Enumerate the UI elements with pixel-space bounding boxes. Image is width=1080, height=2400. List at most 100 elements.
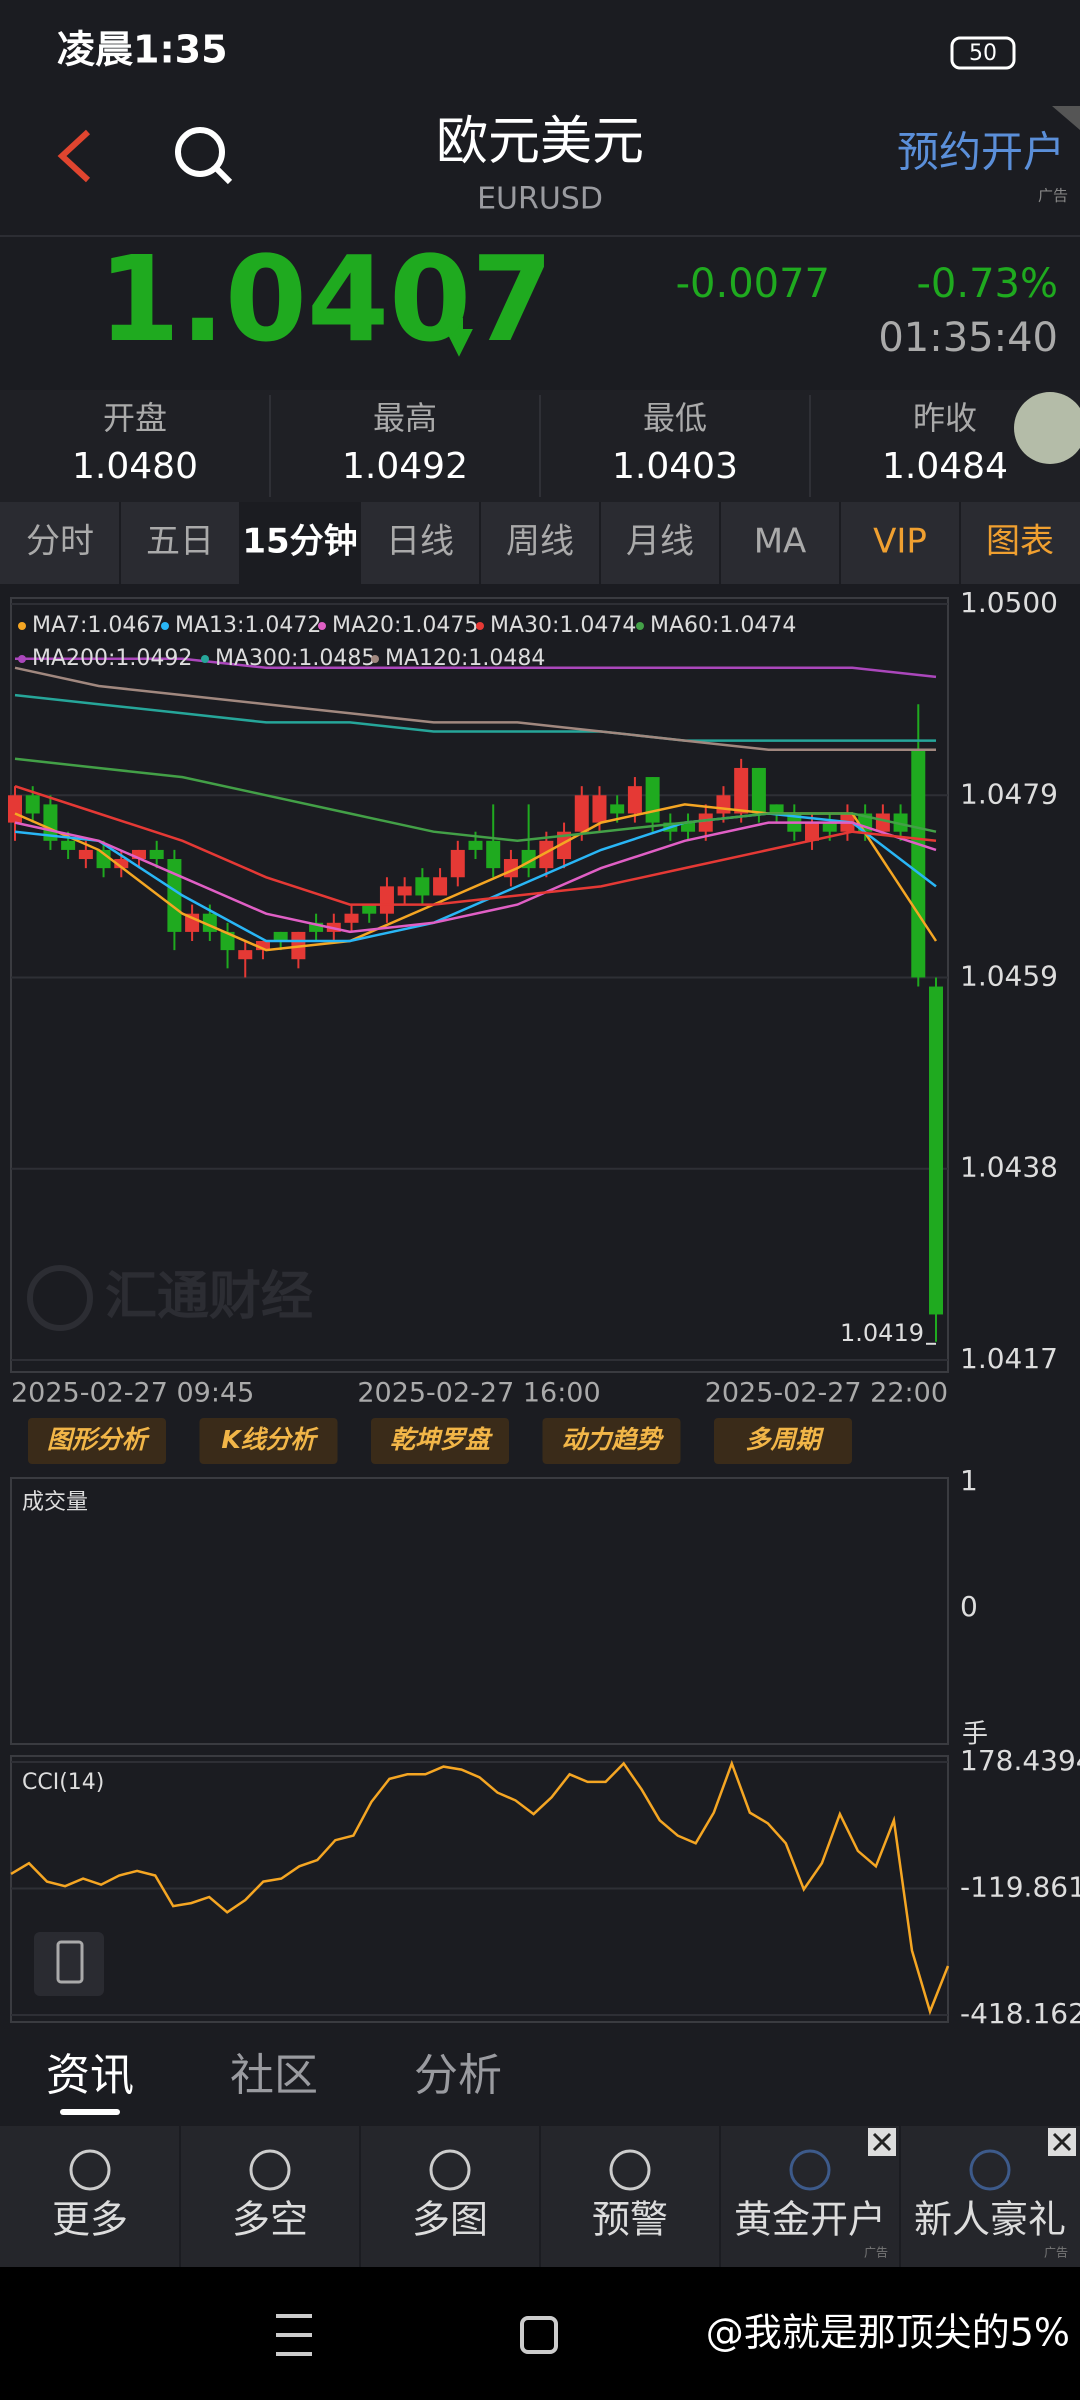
tool-label: 动力趋势 xyxy=(561,1425,664,1454)
content-tab[interactable]: 社区 xyxy=(230,2050,318,2101)
tool-label: 图形分析 xyxy=(47,1425,151,1454)
tool-button[interactable] xyxy=(714,1418,852,1464)
nav-label[interactable]: 多图 xyxy=(412,2198,488,2242)
nav-label[interactable]: 预警 xyxy=(592,2198,668,2242)
tool-label: K线分析 xyxy=(221,1425,319,1454)
period-tab[interactable]: 分时 xyxy=(26,522,94,562)
candle-body xyxy=(486,840,501,869)
stat-value: 1.0484 xyxy=(882,446,1008,487)
candle-body xyxy=(734,767,749,814)
ad-label: 广告 xyxy=(864,2246,888,2260)
nav-label[interactable]: 更多 xyxy=(52,2198,128,2242)
legend-dot xyxy=(636,622,644,630)
candle-body xyxy=(362,904,377,914)
menu-key[interactable] xyxy=(276,2314,312,2356)
ma-line xyxy=(15,657,937,679)
candle-body xyxy=(25,795,40,814)
ma-line xyxy=(14,666,936,751)
period-tab[interactable]: 日线 xyxy=(386,522,454,562)
nav-icon xyxy=(249,2149,291,2191)
legend-label: MA200:1.0492 xyxy=(32,646,192,671)
ad-close-x xyxy=(1052,2132,1072,2152)
volume-unit: 手 xyxy=(962,1720,988,1750)
candle-body xyxy=(539,840,554,869)
tool-label: 乾坤罗盘 xyxy=(390,1425,493,1454)
float-ball[interactable] xyxy=(1014,392,1080,464)
kline-frame xyxy=(10,597,949,1373)
content-tab[interactable]: 分析 xyxy=(414,2050,502,2101)
period-tab[interactable]: 图表 xyxy=(986,522,1054,562)
page-watermark: @我就是那顶尖的5% xyxy=(706,2311,1070,2355)
candle-body xyxy=(149,849,164,860)
tool-button[interactable] xyxy=(542,1418,681,1464)
candle-body xyxy=(893,813,908,832)
nav-icon xyxy=(609,2149,651,2191)
candle-body xyxy=(61,840,76,850)
content-tab[interactable]: 资讯 xyxy=(46,2050,134,2101)
open-account[interactable]: 预约开户 xyxy=(897,128,1065,177)
toggle-icon xyxy=(56,1940,84,1984)
ma-line xyxy=(14,785,937,906)
tool-button[interactable] xyxy=(28,1418,166,1464)
legend-dot xyxy=(476,622,484,630)
tool-button[interactable] xyxy=(371,1418,509,1464)
candle-body xyxy=(769,804,784,814)
period-tab[interactable]: MA xyxy=(754,522,807,562)
y-tick-label: 1 xyxy=(960,1464,978,1497)
nav-label[interactable]: 多空 xyxy=(232,2198,308,2242)
stat-value: 1.0480 xyxy=(72,446,198,487)
quote-time: 01:35:40 xyxy=(878,315,1058,361)
watermark: 汇通财经 xyxy=(105,1267,313,1327)
stat-label: 昨收 xyxy=(913,399,977,437)
legend-dot xyxy=(201,655,209,663)
nav-icon xyxy=(969,2149,1011,2191)
home-key[interactable] xyxy=(520,2316,558,2354)
period-tab[interactable]: 周线 xyxy=(506,522,574,562)
tool-button[interactable] xyxy=(199,1418,338,1464)
period-tab[interactable]: 五日 xyxy=(146,522,214,562)
page-title: 欧元美元 xyxy=(436,112,644,172)
ad-close[interactable] xyxy=(1052,106,1080,130)
candle-body xyxy=(131,849,146,860)
volume-frame xyxy=(10,1477,949,1745)
candle-body xyxy=(681,822,696,832)
candle-body xyxy=(78,849,93,860)
panel-title: 成交量 xyxy=(22,1490,88,1515)
period-tab[interactable]: 15分钟 xyxy=(242,522,357,562)
back-button[interactable] xyxy=(57,129,91,183)
ad-close-x xyxy=(872,2132,892,2152)
candle-body xyxy=(929,986,943,1315)
nav-label[interactable]: 黄金开户 xyxy=(734,2198,886,2242)
y-tick-label: 1.0500 xyxy=(960,586,1058,619)
period-tab[interactable]: 月线 xyxy=(626,522,694,562)
legend-dot xyxy=(318,622,326,630)
down-arrow xyxy=(445,318,473,357)
cci-line xyxy=(10,1759,950,2016)
tool-label: 多周期 xyxy=(745,1425,824,1454)
search-button[interactable] xyxy=(175,127,225,177)
candle-body xyxy=(911,749,926,978)
nav-label[interactable]: 新人豪礼 xyxy=(914,2198,1066,2242)
candle-body xyxy=(805,822,820,841)
nav-icon xyxy=(429,2149,471,2191)
y-tick-label: -119.8616 xyxy=(960,1871,1080,1904)
candle-body xyxy=(610,804,625,814)
candle-body xyxy=(751,767,766,814)
tab-underline xyxy=(60,2109,120,2115)
ma-line xyxy=(14,693,936,742)
ma-line xyxy=(14,821,937,934)
candle-body xyxy=(379,886,394,914)
legend-dot xyxy=(18,622,26,630)
battery-level: 50 xyxy=(969,41,997,66)
stat-value: 1.0492 xyxy=(342,446,468,487)
candle-body xyxy=(220,931,235,951)
ma-line xyxy=(14,757,937,843)
nav-icon xyxy=(69,2149,111,2191)
period-tab[interactable]: VIP xyxy=(873,522,927,562)
candle-body xyxy=(645,777,660,823)
tab-active xyxy=(240,502,360,584)
layout-toggle[interactable] xyxy=(34,1932,104,1996)
legend-label: MA7:1.0467 xyxy=(32,613,164,638)
y-tick-label: 1.0459 xyxy=(960,959,1058,992)
